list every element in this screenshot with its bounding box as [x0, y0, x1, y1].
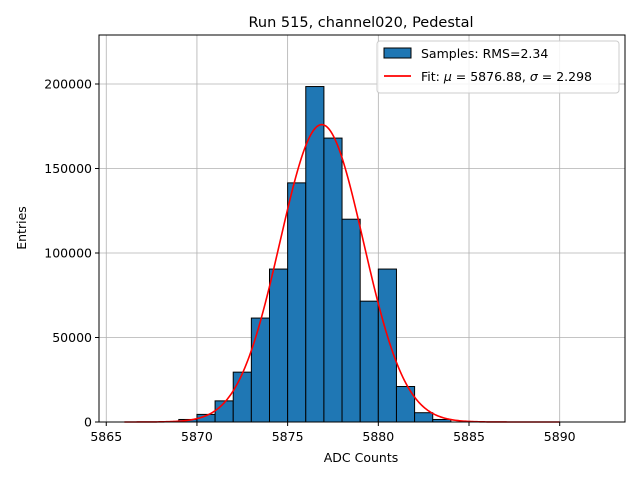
- histogram-bar: [232, 371, 252, 423]
- histogram-bar: [341, 218, 361, 423]
- histogram-bars: [178, 86, 452, 423]
- histogram-bar: [268, 268, 289, 423]
- legend-box: [376, 40, 620, 94]
- y-axis-label: Entries: [14, 206, 29, 250]
- x-tick-label: 5875: [272, 429, 304, 444]
- y-tick-label: 50000: [52, 330, 92, 345]
- legend-fit-label: Fit: μ = 5876.88, σ = 2.298: [421, 69, 592, 84]
- histogram-bar: [214, 400, 234, 423]
- legend: Samples: RMS=2.34 Fit: μ = 5876.88, σ = …: [376, 40, 620, 94]
- x-axis-label: ADC Counts: [324, 450, 399, 465]
- histogram-bar: [414, 412, 434, 423]
- x-tick-label: 5885: [453, 429, 485, 444]
- legend-samples-label: Samples: RMS=2.34: [421, 46, 548, 61]
- histogram-bar: [395, 386, 416, 423]
- histogram-bar: [250, 317, 270, 423]
- axis-ticks: 5865 5870 5875 5880 5885 5890 0 50000 100000 1500…: [44, 77, 575, 444]
- histogram-bar: [305, 86, 325, 423]
- plot-frame: [98, 34, 626, 423]
- y-tick-label: 100000: [44, 246, 92, 261]
- histogram-bar: [323, 137, 343, 423]
- x-tick-label: 5870: [181, 429, 213, 444]
- legend-samples-swatch: [383, 47, 412, 59]
- x-tick-label: 5890: [544, 429, 576, 444]
- chart-title: Run 515, channel020, Pedestal: [248, 15, 473, 31]
- x-tick-label: 5865: [90, 429, 122, 444]
- y-tick-label: 0: [84, 415, 92, 430]
- y-tick-label: 200000: [44, 77, 92, 92]
- x-tick-label: 5880: [362, 429, 394, 444]
- histogram-bar: [359, 300, 379, 423]
- histogram-bar: [287, 182, 307, 423]
- histogram-bar: [377, 268, 397, 423]
- y-tick-label: 150000: [44, 161, 92, 176]
